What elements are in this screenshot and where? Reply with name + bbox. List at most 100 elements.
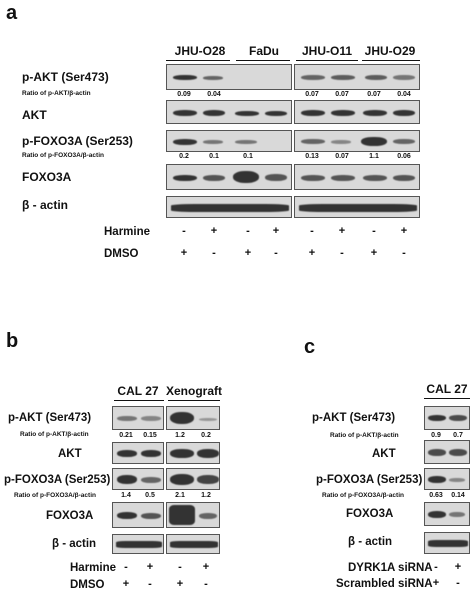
- blot-actin-c: [424, 532, 470, 554]
- col-header-cal27: CAL 27: [117, 384, 159, 398]
- row-label-foxo3a: FOXO3A: [346, 508, 394, 520]
- treatment-label-scrambled-sirna: Scrambled siRNA: [336, 578, 433, 590]
- blot-pfoxo3a-right: [294, 130, 420, 152]
- row-label-beta-actin: β - actin: [348, 536, 393, 548]
- harmine-sign-lane-4: +: [202, 561, 210, 573]
- dmso-sign-lane-2: -: [212, 247, 216, 259]
- blot-actin-left: [166, 196, 292, 218]
- blot-foxo3a-right: [294, 164, 420, 190]
- pfoxo3a-ratio-lane-2: 0.1: [209, 153, 219, 160]
- ratio-label-pfoxo3a: Ratio of p-FOXO3A/β-actin: [22, 152, 104, 159]
- col-header-jhu-o28: JHU-O28: [174, 44, 226, 58]
- scrambled-sign-lane-1: +: [432, 577, 440, 589]
- row-label-pfoxo3a: p-FOXO3A (Ser253): [316, 474, 423, 486]
- ratio-label-pakt: Ratio of p-AKT/β-actin: [22, 90, 91, 97]
- pakt-ratio-lane-5: 0.07: [305, 91, 319, 98]
- pakt-ratio-lane-2: 0.15: [143, 432, 157, 439]
- header-underline: [362, 60, 420, 61]
- pfoxo3a-ratio-lane-3: 0.1: [243, 153, 253, 160]
- harmine-sign-lane-2: +: [210, 225, 218, 237]
- col-header-cal27: CAL 27: [426, 382, 468, 396]
- panel-c-letter: c: [304, 336, 316, 358]
- blot-pfoxo3a-c: [424, 468, 470, 490]
- pfoxo3a-ratio-lane-1: 0.2: [179, 153, 189, 160]
- dmso-sign-lane-7: +: [370, 247, 378, 259]
- pakt-ratio-lane-2: 0.04: [207, 91, 221, 98]
- row-label-akt: AKT: [372, 448, 396, 460]
- row-label-beta-actin: β - actin: [52, 538, 97, 550]
- harmine-sign-lane-1: -: [182, 225, 186, 237]
- blot-actin-xenograft: [166, 534, 220, 554]
- scrambled-sign-lane-2: -: [456, 577, 460, 589]
- col-header-jhu-o11: JHU-O11: [301, 44, 353, 58]
- harmine-sign-lane-8: +: [400, 225, 408, 237]
- dmso-sign-lane-1: +: [122, 578, 130, 590]
- dyrk1a-sign-lane-2: +: [454, 561, 462, 573]
- blot-pfoxo3a-left: [166, 130, 292, 152]
- dmso-sign-lane-8: -: [402, 247, 406, 259]
- row-label-beta-actin: β - actin: [22, 198, 68, 212]
- col-header-xenograft: Xenograft: [166, 384, 223, 398]
- harmine-sign-lane-1: -: [124, 561, 128, 573]
- panel-b-letter: b: [6, 330, 19, 352]
- treatment-label-dmso: DMSO: [70, 579, 105, 591]
- pakt-ratio-lane-7: 0.07: [367, 91, 381, 98]
- blot-akt-cal27: [112, 442, 164, 464]
- row-label-pakt: p-AKT (Ser473): [22, 70, 109, 84]
- harmine-sign-lane-7: -: [372, 225, 376, 237]
- dmso-sign-lane-2: -: [148, 578, 152, 590]
- header-underline: [236, 60, 290, 61]
- dmso-sign-lane-3: +: [176, 578, 184, 590]
- harmine-sign-lane-3: -: [246, 225, 250, 237]
- header-underline: [114, 400, 164, 401]
- pfoxo3a-ratio-lane-1: 0.63: [429, 492, 443, 499]
- pfoxo3a-ratio-lane-2: 0.5: [145, 492, 155, 499]
- pakt-ratio-lane-1: 0.21: [119, 432, 133, 439]
- blot-pfoxo3a-xenograft: [166, 468, 220, 490]
- row-label-pfoxo3a: p-FOXO3A (Ser253): [22, 134, 133, 148]
- pakt-ratio-lane-4: 0.2: [201, 432, 211, 439]
- blot-pakt-xenograft: [166, 406, 220, 430]
- harmine-sign-lane-3: -: [178, 561, 182, 573]
- blot-pakt-c: [424, 406, 470, 430]
- header-underline: [296, 60, 358, 61]
- col-header-fadu: FaDu: [249, 44, 279, 58]
- ratio-label-pakt: Ratio of p-AKT/β-actin: [330, 432, 399, 439]
- blot-pakt-left: [166, 64, 292, 90]
- blot-foxo3a-c: [424, 502, 470, 526]
- row-label-pfoxo3a: p-FOXO3A (Ser253): [4, 474, 111, 486]
- blot-foxo3a-left: [166, 164, 292, 190]
- blot-actin-cal27: [112, 534, 164, 554]
- pakt-ratio-lane-6: 0.07: [335, 91, 349, 98]
- blot-akt-c: [424, 440, 470, 464]
- blot-pfoxo3a-cal27: [112, 468, 164, 490]
- blot-actin-right: [294, 196, 420, 218]
- row-label-akt: AKT: [58, 448, 82, 460]
- harmine-sign-lane-5: -: [310, 225, 314, 237]
- pfoxo3a-ratio-lane-1: 1.4: [121, 492, 131, 499]
- pfoxo3a-ratio-lane-5: 0.13: [305, 153, 319, 160]
- blot-akt-xenograft: [166, 442, 220, 464]
- ratio-label-pfoxo3a: Ratio of p-FOXO3A/β-actin: [322, 492, 404, 499]
- blot-pakt-right: [294, 64, 420, 90]
- pakt-ratio-lane-1: 0.9: [431, 432, 441, 439]
- blot-foxo3a-cal27: [112, 502, 164, 528]
- treatment-label-dyrk1a-sirna: DYRK1A siRNA: [348, 562, 433, 574]
- pfoxo3a-ratio-lane-6: 0.07: [335, 153, 349, 160]
- dmso-sign-lane-4: -: [274, 247, 278, 259]
- harmine-sign-lane-2: +: [146, 561, 154, 573]
- header-underline: [168, 400, 220, 401]
- dyrk1a-sign-lane-1: -: [434, 561, 438, 573]
- pfoxo3a-ratio-lane-7: 1.1: [369, 153, 379, 160]
- row-label-akt: AKT: [22, 108, 47, 122]
- pakt-ratio-lane-2: 0.7: [453, 432, 463, 439]
- pfoxo3a-ratio-lane-2: 0.14: [451, 492, 465, 499]
- dmso-sign-lane-5: +: [308, 247, 316, 259]
- pfoxo3a-ratio-lane-8: 0.06: [397, 153, 411, 160]
- treatment-label-harmine: Harmine: [70, 562, 117, 574]
- dmso-sign-lane-4: -: [204, 578, 208, 590]
- blot-pakt-cal27: [112, 406, 164, 430]
- pakt-ratio-lane-3: 1.2: [175, 432, 185, 439]
- harmine-sign-lane-6: +: [338, 225, 346, 237]
- row-label-pakt: p-AKT (Ser473): [312, 412, 396, 424]
